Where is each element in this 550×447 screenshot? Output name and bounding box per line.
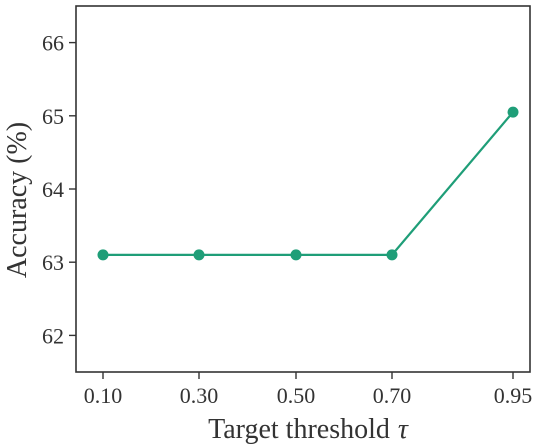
x-axis-label-text: Target threshold	[208, 414, 390, 445]
y-tick-label: 64	[42, 177, 64, 202]
y-tick-label: 65	[42, 104, 64, 129]
x-tick-label: 0.30	[180, 383, 219, 408]
x-tick-label: 0.70	[373, 383, 412, 408]
y-tick-label: 62	[42, 323, 64, 348]
y-axis-label: Accuracy (%)	[2, 122, 33, 278]
data-point	[507, 106, 519, 118]
x-axis-label: Target threshold τ	[208, 414, 409, 445]
data-point	[386, 249, 398, 261]
y-tick-label: 63	[42, 250, 64, 275]
series-line	[103, 111, 514, 256]
x-tick-label: 0.95	[494, 383, 533, 408]
plot-frame	[75, 5, 531, 373]
x-tick-label: 0.10	[84, 383, 123, 408]
data-point	[193, 249, 205, 261]
data-point	[97, 249, 109, 261]
y-tick-label: 66	[42, 31, 64, 56]
x-tick-label: 0.50	[277, 383, 316, 408]
x-axis-label-symbol: τ	[398, 414, 409, 445]
data-point	[290, 249, 302, 261]
